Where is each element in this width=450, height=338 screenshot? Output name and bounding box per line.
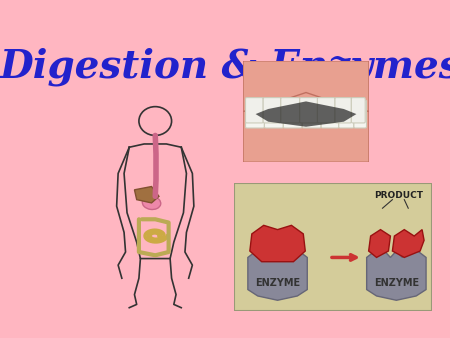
- Text: PRODUCT: PRODUCT: [374, 191, 423, 200]
- Polygon shape: [256, 101, 356, 127]
- Polygon shape: [248, 247, 307, 300]
- Polygon shape: [367, 247, 426, 300]
- FancyBboxPatch shape: [351, 98, 365, 123]
- Polygon shape: [243, 93, 369, 162]
- FancyBboxPatch shape: [284, 100, 302, 128]
- FancyBboxPatch shape: [300, 98, 319, 123]
- FancyBboxPatch shape: [335, 98, 351, 123]
- FancyBboxPatch shape: [302, 100, 321, 128]
- Text: Digestion & Enzymes: Digestion & Enzymes: [0, 47, 450, 86]
- Polygon shape: [243, 61, 369, 137]
- Text: ENZYME: ENZYME: [255, 278, 300, 288]
- FancyBboxPatch shape: [354, 100, 366, 128]
- FancyBboxPatch shape: [263, 98, 281, 123]
- Polygon shape: [135, 187, 159, 203]
- FancyBboxPatch shape: [317, 98, 335, 123]
- FancyBboxPatch shape: [246, 100, 265, 128]
- FancyBboxPatch shape: [339, 100, 354, 128]
- Text: ENZYME: ENZYME: [374, 278, 419, 288]
- Polygon shape: [250, 225, 305, 262]
- Polygon shape: [392, 230, 424, 258]
- FancyBboxPatch shape: [265, 100, 284, 128]
- FancyBboxPatch shape: [281, 98, 300, 123]
- Ellipse shape: [142, 196, 161, 210]
- FancyBboxPatch shape: [246, 98, 263, 123]
- FancyBboxPatch shape: [321, 100, 339, 128]
- Polygon shape: [369, 230, 391, 258]
- FancyBboxPatch shape: [234, 183, 432, 311]
